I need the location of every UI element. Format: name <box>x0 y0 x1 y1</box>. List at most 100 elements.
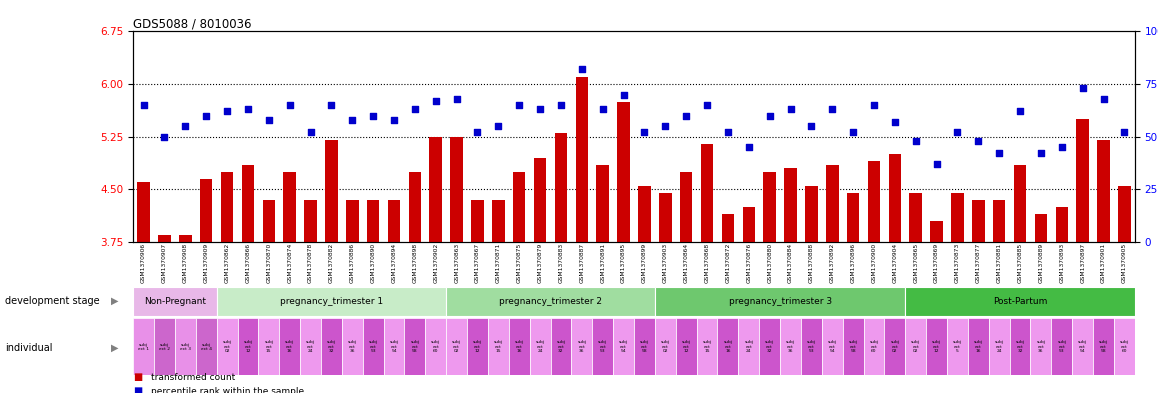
Bar <box>947 318 968 375</box>
Bar <box>697 318 718 375</box>
Point <box>197 112 215 119</box>
Point <box>969 138 988 144</box>
Text: individual: individual <box>5 343 52 353</box>
Bar <box>325 140 338 242</box>
Text: GSM1370901: GSM1370901 <box>1101 242 1106 283</box>
Bar <box>467 318 488 375</box>
Point <box>614 91 632 97</box>
Bar <box>571 318 592 375</box>
Text: GSM1370897: GSM1370897 <box>1080 242 1085 283</box>
Bar <box>576 77 588 242</box>
Text: GSM1370877: GSM1370877 <box>976 242 981 283</box>
Bar <box>492 200 505 242</box>
Text: ■: ■ <box>133 386 142 393</box>
Bar <box>801 318 822 375</box>
Bar <box>906 318 926 375</box>
Text: Post-Partum: Post-Partum <box>992 297 1047 306</box>
Text: GSM1370870: GSM1370870 <box>266 242 271 283</box>
Text: pregnancy_trimester 3: pregnancy_trimester 3 <box>728 297 831 306</box>
Bar <box>701 143 713 242</box>
Text: subj
ect
54: subj ect 54 <box>620 340 628 353</box>
Bar <box>196 318 217 375</box>
Text: subj
ect
58: subj ect 58 <box>849 340 858 353</box>
Text: subj
ect
15: subj ect 15 <box>493 340 503 353</box>
Text: subj
ect
36: subj ect 36 <box>347 340 357 353</box>
Text: ▶: ▶ <box>111 343 118 353</box>
Bar <box>718 318 739 375</box>
Bar <box>655 287 906 316</box>
Bar <box>346 200 359 242</box>
Bar <box>217 318 237 375</box>
Bar <box>242 165 255 242</box>
Bar <box>362 318 383 375</box>
Text: subj
ect
58: subj ect 58 <box>640 340 648 353</box>
Text: subj
ect
16: subj ect 16 <box>724 340 732 353</box>
Point <box>761 112 779 119</box>
Bar <box>217 287 446 316</box>
Text: subj
ect
24: subj ect 24 <box>995 340 1004 353</box>
Text: subj
ect
54: subj ect 54 <box>389 340 398 353</box>
Text: subj
ect
36: subj ect 36 <box>1036 340 1046 353</box>
Bar <box>488 318 508 375</box>
Bar <box>221 172 233 242</box>
Point <box>823 106 842 112</box>
Point <box>364 112 382 119</box>
Text: subj
ect
24: subj ect 24 <box>306 340 315 353</box>
Bar <box>508 318 529 375</box>
Text: percentile rank within the sample: percentile rank within the sample <box>151 387 303 393</box>
Text: subj
ect
12: subj ect 12 <box>932 340 941 353</box>
Text: GSM1370895: GSM1370895 <box>621 242 626 283</box>
Bar <box>1098 140 1109 242</box>
Point <box>844 129 863 136</box>
Text: subj
ect
02: subj ect 02 <box>222 340 232 353</box>
Bar <box>992 200 1005 242</box>
Text: subj
ect
54: subj ect 54 <box>1078 340 1087 353</box>
Point <box>447 95 466 102</box>
Bar <box>592 318 613 375</box>
Text: GSM1370865: GSM1370865 <box>914 242 918 283</box>
Text: GSM1370867: GSM1370867 <box>475 242 481 283</box>
Point <box>886 119 904 125</box>
Bar <box>1093 318 1114 375</box>
Text: ■: ■ <box>133 372 142 382</box>
Text: GSM1370909: GSM1370909 <box>204 242 208 283</box>
Text: GSM1370907: GSM1370907 <box>162 242 167 283</box>
Text: GSM1370863: GSM1370863 <box>454 242 459 283</box>
Text: GSM1370873: GSM1370873 <box>955 242 960 283</box>
Bar <box>888 154 901 242</box>
Bar <box>906 287 1135 316</box>
Point <box>802 123 821 129</box>
Bar <box>534 158 547 242</box>
Bar <box>367 200 380 242</box>
Text: GSM1370864: GSM1370864 <box>683 242 689 283</box>
Point <box>636 129 654 136</box>
Point <box>218 108 236 114</box>
Point <box>468 129 486 136</box>
Bar <box>446 287 655 316</box>
Text: GSM1370878: GSM1370878 <box>308 242 313 283</box>
Text: GSM1370888: GSM1370888 <box>809 242 814 283</box>
Point <box>1094 95 1113 102</box>
Text: subj
ect
15: subj ect 15 <box>264 340 273 353</box>
Bar <box>200 178 212 242</box>
Text: GSM1370891: GSM1370891 <box>600 242 606 283</box>
Text: GSM1370892: GSM1370892 <box>830 242 835 283</box>
Point <box>1115 129 1134 136</box>
Bar <box>909 193 922 242</box>
Text: GSM1370904: GSM1370904 <box>893 242 897 283</box>
Point <box>948 129 967 136</box>
Bar <box>968 318 989 375</box>
Text: subj
ect
12: subj ect 12 <box>472 340 482 353</box>
Point <box>134 102 153 108</box>
Point <box>322 102 340 108</box>
Text: subj
ect
53: subj ect 53 <box>368 340 378 353</box>
Bar <box>175 318 196 375</box>
Bar <box>133 287 217 316</box>
Bar <box>867 161 880 242</box>
Bar <box>383 318 404 375</box>
Bar <box>721 214 734 242</box>
Bar <box>763 172 776 242</box>
Bar <box>279 318 300 375</box>
Bar <box>885 318 906 375</box>
Bar <box>822 318 843 375</box>
